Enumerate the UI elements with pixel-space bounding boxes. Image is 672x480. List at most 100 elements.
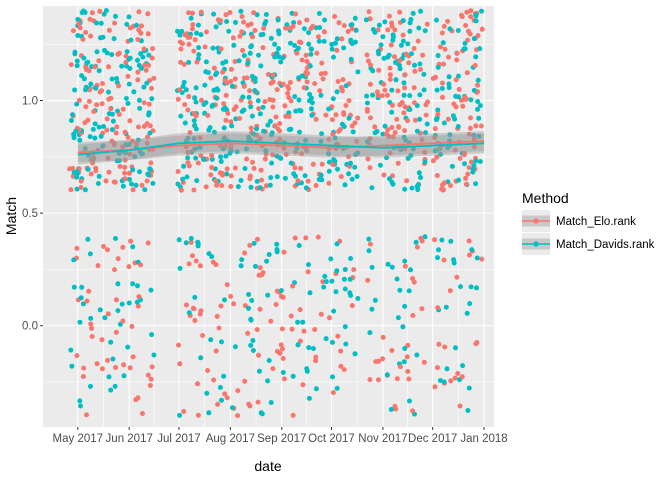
- point-davids: [451, 260, 457, 266]
- point-elo: [411, 46, 417, 51]
- point-elo: [122, 170, 128, 176]
- point-davids: [268, 35, 274, 41]
- point-elo: [99, 337, 105, 343]
- point-davids: [126, 14, 132, 20]
- point-elo: [247, 403, 253, 409]
- point-elo: [330, 162, 336, 167]
- point-davids: [276, 46, 281, 52]
- point-davids: [341, 276, 347, 282]
- point-davids: [128, 37, 134, 43]
- point-elo: [89, 10, 95, 16]
- point-davids: [140, 151, 145, 157]
- point-elo: [440, 187, 446, 193]
- x-tick-label: Sep 2017: [257, 433, 306, 445]
- point-davids: [229, 123, 235, 129]
- point-elo: [88, 321, 94, 327]
- point-davids: [378, 42, 384, 48]
- point-davids: [80, 301, 86, 307]
- point-elo: [410, 276, 416, 281]
- point-davids: [397, 62, 402, 68]
- point-elo: [318, 311, 324, 317]
- point-elo: [270, 104, 276, 110]
- point-davids: [316, 38, 322, 44]
- point-elo: [442, 46, 448, 52]
- point-davids: [415, 182, 421, 188]
- point-davids: [179, 28, 185, 34]
- point-davids: [242, 166, 248, 171]
- point-davids: [464, 310, 470, 316]
- legend-key-elo: [522, 210, 550, 232]
- point-davids: [474, 285, 479, 291]
- point-elo: [215, 401, 221, 407]
- point-elo: [288, 98, 294, 104]
- point-davids: [319, 131, 325, 137]
- point-davids: [96, 124, 102, 130]
- point-davids: [412, 62, 417, 68]
- point-davids: [318, 172, 324, 178]
- point-elo: [84, 412, 89, 418]
- point-davids: [477, 46, 483, 52]
- point-elo: [193, 258, 199, 264]
- point-elo: [143, 67, 149, 73]
- point-davids: [416, 170, 422, 176]
- plot-panel: [43, 6, 494, 427]
- point-elo: [139, 23, 144, 29]
- point-davids: [257, 368, 262, 374]
- point-elo: [135, 69, 141, 75]
- point-elo: [149, 364, 155, 370]
- point-davids: [149, 332, 155, 338]
- point-elo: [241, 19, 247, 25]
- point-davids: [318, 139, 324, 144]
- point-davids: [401, 92, 407, 98]
- point-davids: [335, 166, 340, 172]
- point-davids: [77, 137, 83, 143]
- point-elo: [380, 356, 386, 362]
- point-elo: [244, 156, 250, 162]
- point-elo: [313, 358, 319, 364]
- point-davids: [100, 143, 106, 149]
- point-davids: [403, 137, 409, 143]
- point-davids: [398, 42, 404, 48]
- point-davids: [247, 50, 253, 56]
- point-davids: [382, 19, 388, 25]
- point-davids: [191, 118, 197, 124]
- point-elo: [111, 140, 117, 146]
- point-elo: [187, 34, 193, 40]
- point-davids: [380, 131, 386, 137]
- point-davids: [222, 297, 227, 303]
- point-elo: [192, 318, 198, 323]
- point-elo: [228, 173, 234, 179]
- point-davids: [449, 163, 455, 169]
- point-elo: [223, 117, 229, 123]
- point-davids: [347, 290, 353, 296]
- point-davids: [267, 118, 273, 124]
- point-davids: [342, 324, 348, 330]
- point-elo: [457, 155, 463, 161]
- point-davids: [342, 267, 348, 272]
- point-davids: [334, 241, 340, 247]
- point-elo: [113, 130, 119, 136]
- point-davids: [476, 115, 482, 121]
- point-elo: [273, 114, 279, 120]
- point-elo: [219, 183, 225, 188]
- point-davids: [274, 241, 280, 247]
- point-davids: [254, 178, 260, 184]
- point-elo: [367, 241, 373, 247]
- point-davids: [263, 19, 269, 24]
- point-davids: [234, 149, 240, 155]
- y-axis-title: Match: [3, 197, 19, 235]
- point-davids: [310, 346, 316, 351]
- point-davids: [316, 177, 322, 182]
- point-elo: [268, 80, 274, 86]
- point-davids: [298, 108, 304, 114]
- point-elo: [190, 22, 196, 28]
- point-elo: [303, 235, 309, 241]
- point-elo: [247, 242, 253, 248]
- point-davids: [245, 60, 251, 66]
- point-elo: [403, 51, 409, 57]
- point-davids: [439, 237, 445, 243]
- point-elo: [125, 134, 131, 140]
- point-davids: [78, 295, 84, 301]
- point-davids: [296, 243, 302, 248]
- point-davids: [400, 18, 406, 24]
